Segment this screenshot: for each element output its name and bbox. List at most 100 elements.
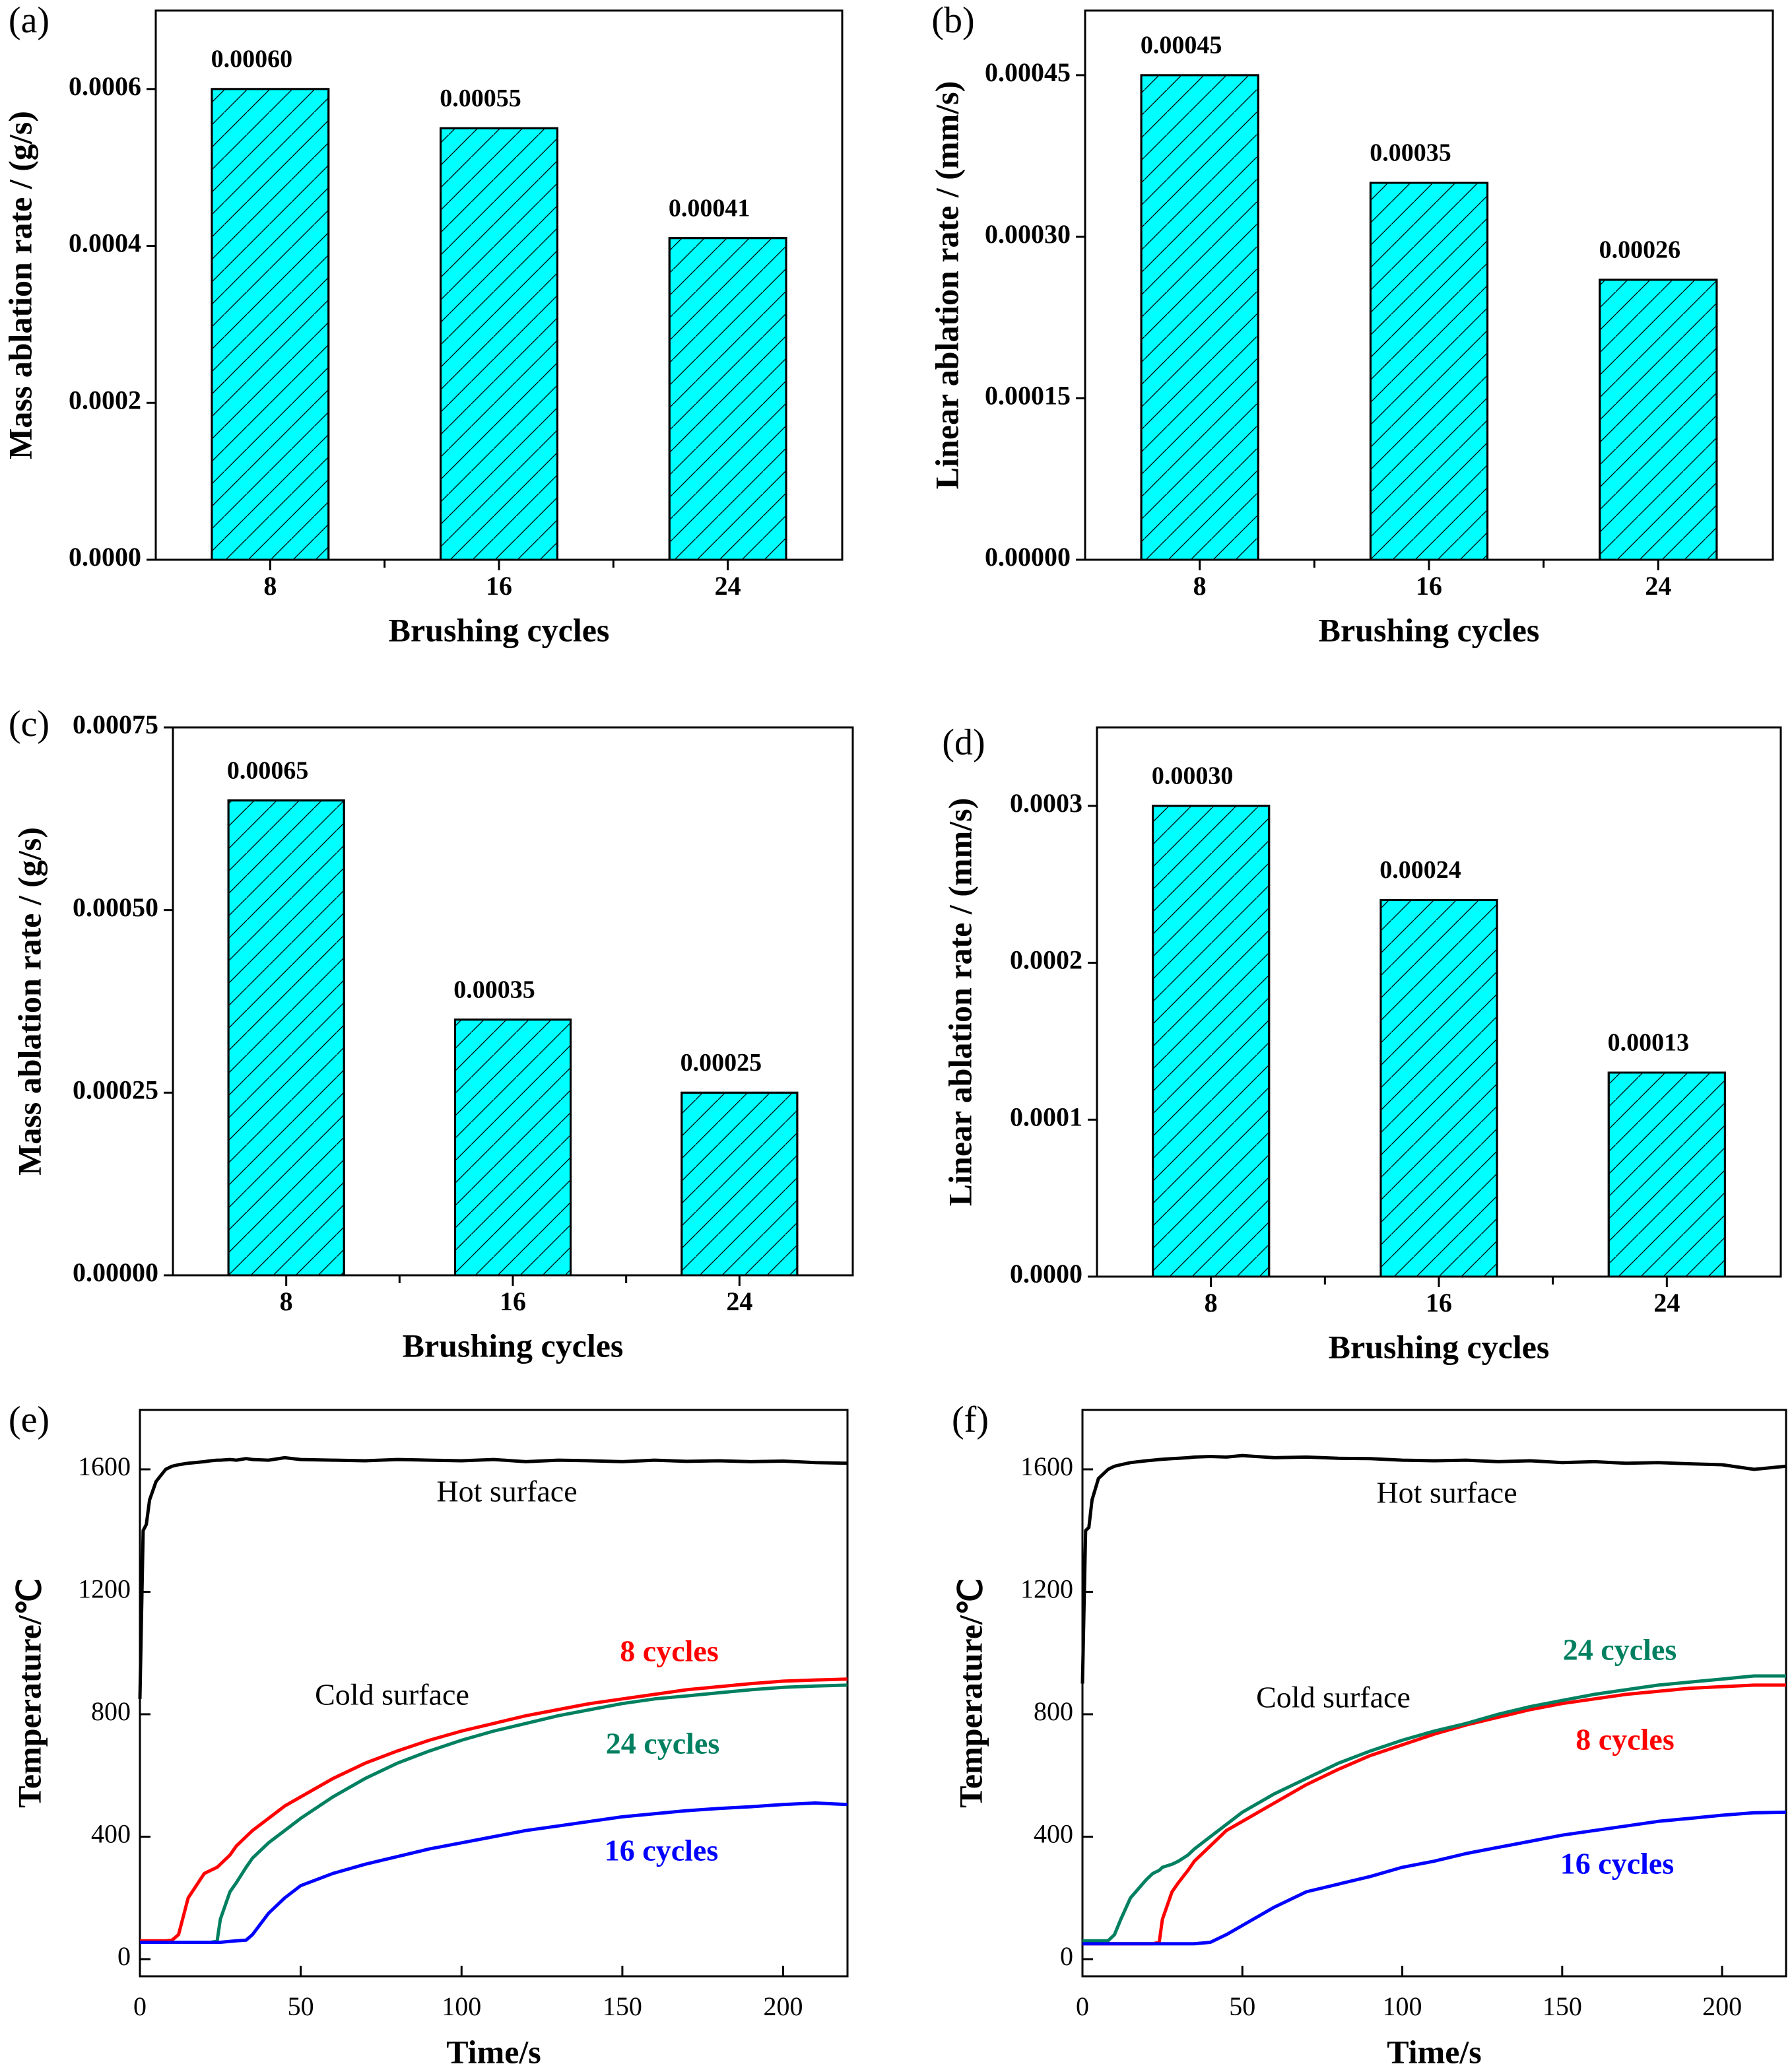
y-tick-label: 0.0006 [69,71,141,101]
x-tick-label: 16 [1426,1288,1452,1318]
bar-hatch [1599,279,1718,561]
value-label: 0.00065 [227,756,309,784]
y-tick-label: 0.0000 [69,542,141,572]
bar-hatch [211,88,330,561]
x-axis-label: Brushing cycles [403,1327,624,1364]
y-axis-label: Temperature/℃ [952,1578,989,1808]
bar-hatch [668,237,787,561]
y-tick-label: 400 [1034,1819,1073,1849]
x-tick-label: 200 [1702,1991,1742,2021]
y-tick-label: 400 [91,1819,131,1849]
panel-label: (c) [9,704,50,745]
value-label: 0.00035 [453,976,535,1003]
plot-frame [1081,1409,1787,1978]
y-tick-label: 0.00000 [985,542,1071,572]
line-series [140,1801,848,1944]
series-label: 8 cycles [1576,1723,1674,1756]
annotation: Cold surface [1256,1681,1410,1714]
y-tick-label: 1600 [1020,1452,1073,1481]
line-series [140,1677,848,1943]
value-label: 0.00030 [1152,762,1234,790]
y-axis-label: Temperature/℃ [11,1578,48,1808]
series-label: 24 cycles [606,1727,719,1760]
x-axis-label: Time/s [446,2033,541,2070]
x-axis-label: Brushing cycles [1329,1328,1550,1365]
y-axis-label: Mass ablation rate / (g/s) [1,111,38,459]
value-label: 0.00035 [1370,139,1451,167]
y-axis-label: Linear ablation rate / (mm/s) [941,798,978,1206]
y-tick-label: 0 [117,1941,131,1971]
value-label: 0.00060 [211,46,293,73]
x-axis-label: Brushing cycles [389,611,610,648]
y-tick-label: 1200 [1020,1574,1073,1604]
x-tick-label: 16 [486,571,512,601]
panel-label: (b) [931,0,974,41]
y-tick-label: 0.0004 [69,228,141,258]
line-series [1080,1454,1787,1684]
line-series [138,1455,848,1699]
x-tick-label: 100 [1383,1991,1422,2021]
x-tick-label: 8 [263,571,277,601]
x-tick-label: 8 [1193,571,1207,601]
x-tick-label: 50 [1229,1991,1255,2021]
bar-hatch [680,1091,799,1277]
x-tick-label: 8 [1205,1288,1218,1318]
value-label: 0.00055 [440,84,521,112]
bar-hatch [453,1019,572,1277]
panel-label: (d) [942,722,985,763]
y-tick-label: 0.00045 [985,57,1071,87]
x-tick-label: 24 [1645,571,1671,601]
bar-hatch [227,799,345,1277]
x-tick-label: 16 [500,1287,526,1316]
y-tick-label: 0.00015 [985,380,1071,410]
panel-label: (f) [952,1399,989,1440]
y-tick-label: 0 [1060,1941,1073,1971]
x-tick-label: 150 [603,1991,642,2021]
bar-hatch [440,127,558,561]
value-label: 0.00025 [680,1049,762,1077]
x-tick-label: 16 [1416,571,1442,601]
y-axis-label: Mass ablation rate / (g/s) [11,827,48,1176]
y-tick-label: 1200 [78,1574,131,1604]
x-tick-label: 24 [726,1287,752,1316]
annotation: Cold surface [315,1678,469,1712]
bar-hatch [1379,898,1498,1278]
bar-hatch [1369,182,1489,561]
bar-hatch [1607,1071,1726,1278]
x-tick-label: 100 [442,1991,481,2021]
series-label: 24 cycles [1563,1633,1676,1667]
y-tick-label: 0.00025 [73,1075,158,1105]
value-label: 0.00045 [1141,32,1222,59]
y-tick-label: 800 [1034,1696,1073,1726]
bar-hatch [1152,805,1271,1278]
y-tick-label: 0.0002 [1010,945,1082,975]
y-tick-label: 0.00030 [985,219,1071,249]
bar-hatch [1140,74,1259,561]
y-tick-label: 1600 [78,1452,131,1481]
x-tick-label: 200 [764,1991,803,2021]
value-label: 0.00024 [1379,856,1461,884]
y-tick-label: 0.00050 [73,892,158,922]
line-series [1082,1810,1787,1946]
series-label: Hot surface [1376,1476,1517,1510]
panel-label: (a) [9,0,50,41]
x-tick-label: 0 [133,1991,147,2021]
y-tick-label: 0.00075 [73,710,158,739]
series-label: 16 cycles [605,1834,718,1867]
series-label: 16 cycles [1560,1847,1674,1881]
line-series [1082,1674,1786,1943]
x-tick-label: 50 [288,1991,314,2021]
y-tick-label: 800 [91,1696,131,1726]
x-tick-label: 8 [280,1287,293,1316]
x-tick-label: 24 [715,571,741,601]
y-axis-label: Linear ablation rate / (mm/s) [928,81,965,489]
y-tick-label: 0.0001 [1010,1102,1082,1131]
x-tick-label: 0 [1076,1991,1089,2021]
y-tick-label: 0.0000 [1010,1259,1082,1288]
value-label: 0.00013 [1608,1029,1690,1057]
x-tick-label: 24 [1653,1288,1680,1318]
value-label: 0.00041 [669,194,750,222]
value-label: 0.00026 [1599,236,1681,264]
y-tick-label: 0.00000 [73,1257,158,1287]
